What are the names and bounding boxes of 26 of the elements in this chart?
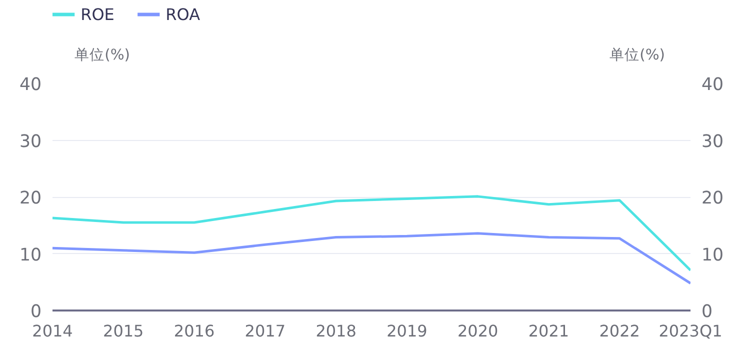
x-tick-label: 2020 — [457, 322, 498, 340]
y-tick-label: 20 — [19, 188, 42, 208]
x-tick-label: 2015 — [103, 322, 144, 340]
y2-tick-label: 10 — [702, 245, 724, 266]
x-tick-label: 2021 — [528, 322, 570, 340]
line-series — [52, 195, 690, 272]
y2-tick-label: 40 — [702, 75, 724, 95]
y2-axis-title: 单位(%) — [610, 46, 665, 64]
y-tick-label: 30 — [19, 132, 42, 152]
y2-tick-label: 20 — [702, 188, 724, 208]
x-tick-label: 2019 — [386, 322, 428, 340]
x-tick-label: 2014 — [32, 322, 73, 340]
y-tick-label: 0 — [30, 302, 42, 322]
x-tick-label: 2017 — [244, 322, 286, 340]
x-tick-label: 2023Q1 — [658, 322, 722, 340]
y2-tick-label: 0 — [702, 302, 713, 322]
legend-label: ROA — [166, 5, 200, 24]
legend-label: ROE — [80, 5, 114, 24]
x-tick-label: 2018 — [316, 322, 356, 340]
x-tick-label: 2016 — [174, 322, 215, 340]
y2-tick-label: 30 — [702, 132, 724, 152]
y-tick-label: 40 — [19, 75, 42, 95]
y-tick-label: 10 — [19, 245, 42, 266]
x-tick-label: 2022 — [599, 322, 640, 340]
line-series — [52, 232, 690, 285]
y-axis-title: 单位(%) — [74, 46, 130, 64]
